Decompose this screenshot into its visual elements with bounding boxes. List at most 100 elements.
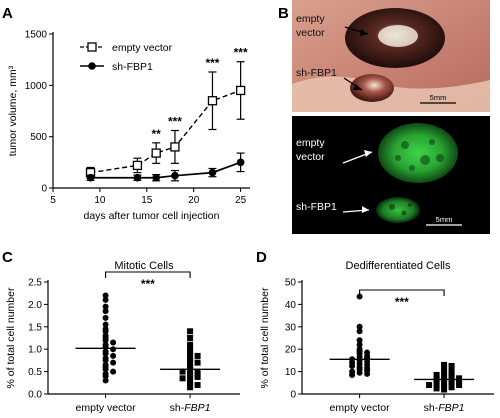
data-point-empty-vector: [102, 366, 109, 373]
panel-a-axes: 0 500 1000 1500 5 10 15 20 25 days after tumor ce…: [7, 30, 250, 222]
panel-a: A 0 500 1000 1500 5 10 15 20 25 days after tumor …: [2, 5, 250, 222]
data-point-sh-fbp1: [194, 359, 201, 366]
x-tick-label: 5: [50, 195, 56, 206]
significance-label: ***: [205, 56, 219, 70]
data-point-empty-vector: [110, 368, 117, 375]
photo-tumor-gross: empty vector sh-FBP1 5mm: [292, 0, 490, 112]
data-point-sh-fbp1: [448, 379, 455, 386]
glow-label-vector: vector: [296, 151, 325, 163]
significance-label: ***: [234, 46, 248, 60]
data-point-empty-vector: [110, 339, 117, 346]
data-point-sh-fbp1: [86, 173, 95, 182]
panel-d-title: Dedifferentiated Cells: [346, 260, 451, 272]
data-point-sh-fbp1: [194, 382, 201, 389]
y-tick-label: 1000: [25, 81, 48, 92]
panel-a-annotations: ***********: [152, 46, 248, 141]
legend-label-empty-vector: empty vector: [112, 42, 173, 54]
glow-label-empty: empty: [296, 137, 325, 149]
x-tick-label: 25: [235, 195, 247, 206]
data-point-sh-fbp1: [448, 384, 455, 391]
panel-c-plot: Mitotic Cells 0.0 0.5 1.0 1.5 2.0 2.5 % of tota…: [5, 260, 240, 414]
data-point-empty-vector: [235, 85, 246, 96]
data-point-sh-fbp1: [187, 335, 194, 341]
data-point-empty-vector: [102, 303, 109, 310]
y-axis-title: % of total cell number: [259, 287, 271, 388]
data-point-sh-fbp1: [441, 369, 448, 376]
data-point-sh-fbp1: [171, 171, 179, 180]
y-tick-label: 2.5: [28, 278, 42, 289]
data-point-sh-fbp1: [448, 374, 455, 381]
y-tick-label: 0.0: [28, 390, 42, 401]
significance-label: ***: [395, 295, 409, 309]
significance-label: ***: [141, 277, 155, 291]
legend-marker-sh-fbp1: [88, 62, 96, 70]
y-tick-label: 500: [30, 132, 47, 143]
significance-label: **: [152, 127, 162, 141]
data-point-sh-fbp1: [236, 158, 245, 167]
data-point-sh-fbp1: [456, 378, 463, 385]
data-point-sh-fbp1: [448, 370, 455, 377]
x-category-label: empty vector: [76, 402, 137, 414]
data-point-empty-vector: [364, 370, 371, 377]
data-point-sh-fbp1: [433, 377, 440, 384]
y-tick-label: 1.5: [28, 322, 42, 333]
data-point-sh-fbp1: [187, 350, 194, 357]
legend-marker-empty-vector: [87, 42, 97, 52]
x-axis-title: days after tumor cell injection: [84, 210, 220, 222]
y-tick-label: 0: [41, 184, 47, 195]
data-point-sh-fbp1: [187, 384, 194, 391]
data-point-sh-fbp1: [441, 366, 448, 373]
photo-label-vector: vector: [296, 27, 325, 39]
y-tick-label: 10: [285, 367, 297, 378]
data-point-sh-fbp1: [179, 375, 186, 382]
data-point-sh-fbp1: [133, 173, 142, 182]
data-point-empty-vector: [102, 296, 109, 303]
data-point-empty-vector: [349, 363, 356, 369]
data-point-empty-vector: [356, 337, 363, 344]
y-tick-label: 1.0: [28, 345, 42, 356]
panel-a-series: [85, 61, 246, 182]
data-point-empty-vector: [110, 359, 117, 366]
data-point-sh-fbp1: [433, 385, 440, 392]
y-tick-label: 0: [290, 390, 296, 401]
data-point-sh-fbp1: [187, 373, 194, 380]
data-point-empty-vector: [349, 371, 356, 378]
data-point-empty-vector: [110, 346, 117, 353]
data-point-sh-fbp1: [448, 363, 455, 369]
data-point-sh-fbp1: [441, 383, 448, 390]
data-point-sh-fbp1: [456, 375, 463, 382]
significance-bracket: [105, 271, 191, 278]
x-category-label: empty vector: [330, 402, 391, 414]
data-point-sh-fbp1: [179, 368, 186, 375]
data-point-empty-vector: [102, 350, 109, 357]
data-point-sh-fbp1: [441, 361, 448, 368]
glow-sh-fbp1: [376, 197, 420, 223]
data-point-sh-fbp1: [152, 173, 160, 182]
data-point-empty-vector: [356, 328, 363, 335]
data-point-empty-vector: [102, 377, 109, 384]
data-point-empty-vector: [102, 308, 109, 315]
data-point-empty-vector: [102, 328, 109, 335]
series-line-empty-vector: [90, 89, 241, 174]
panel-letter-d: D: [256, 249, 267, 266]
photo-tumor-fluorescence: empty vector sh-FBP1 5mm: [292, 116, 490, 234]
tumor-sh-fbp1: [350, 74, 394, 102]
data-point-sh-fbp1: [441, 373, 448, 380]
glow-empty-vector: [378, 123, 458, 183]
panel-c: C Mitotic Cells 0.0 0.5 1.0 1.5 2.0 2.5 % of to…: [2, 249, 240, 414]
glow-label-sh-fbp1: sh-FBP1: [296, 201, 337, 213]
data-point-empty-vector: [170, 142, 180, 152]
significance-label: ***: [168, 115, 182, 129]
data-point-sh-fbp1: [208, 168, 217, 177]
y-axis-title: % of total cell number: [5, 287, 17, 388]
panel-c-title: Mitotic Cells: [114, 260, 174, 272]
data-point-sh-fbp1: [456, 382, 463, 389]
data-point-sh-fbp1: [194, 373, 201, 380]
x-tick-label: 15: [141, 195, 153, 206]
data-point-empty-vector: [356, 323, 363, 330]
x-category-label: sh-FBP1: [424, 402, 465, 414]
data-point-sh-fbp1: [187, 328, 194, 335]
data-point-sh-fbp1: [426, 382, 433, 389]
data-point-sh-fbp1: [187, 343, 194, 350]
